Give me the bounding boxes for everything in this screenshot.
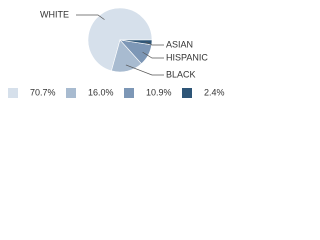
chart: WHITE BLACK HISPANIC ASIAN 70.7% 16.0% 10.9% 2.…	[8, 7, 225, 98]
legend-label: 10.9%	[146, 87, 172, 97]
leader-line	[76, 14, 105, 20]
legend-swatch	[124, 88, 134, 98]
category-label: ASIAN	[166, 39, 193, 49]
category-label: BLACK	[166, 69, 196, 79]
legend-swatch	[66, 88, 76, 98]
pie-slice	[87, 7, 153, 72]
legend-label: 70.7%	[30, 87, 56, 97]
category-label: WHITE	[40, 9, 69, 19]
leader-line	[125, 64, 164, 76]
category-label: HISPANIC	[166, 52, 208, 62]
legend-swatch	[182, 88, 192, 98]
leader-line	[145, 41, 164, 46]
legend-label: 16.0%	[88, 87, 114, 97]
leader-line	[142, 51, 164, 59]
legend-label: 2.4%	[204, 87, 225, 97]
page: {"chart_data": {"type": "pie", "categori…	[0, 0, 240, 100]
legend-swatch	[8, 88, 18, 98]
